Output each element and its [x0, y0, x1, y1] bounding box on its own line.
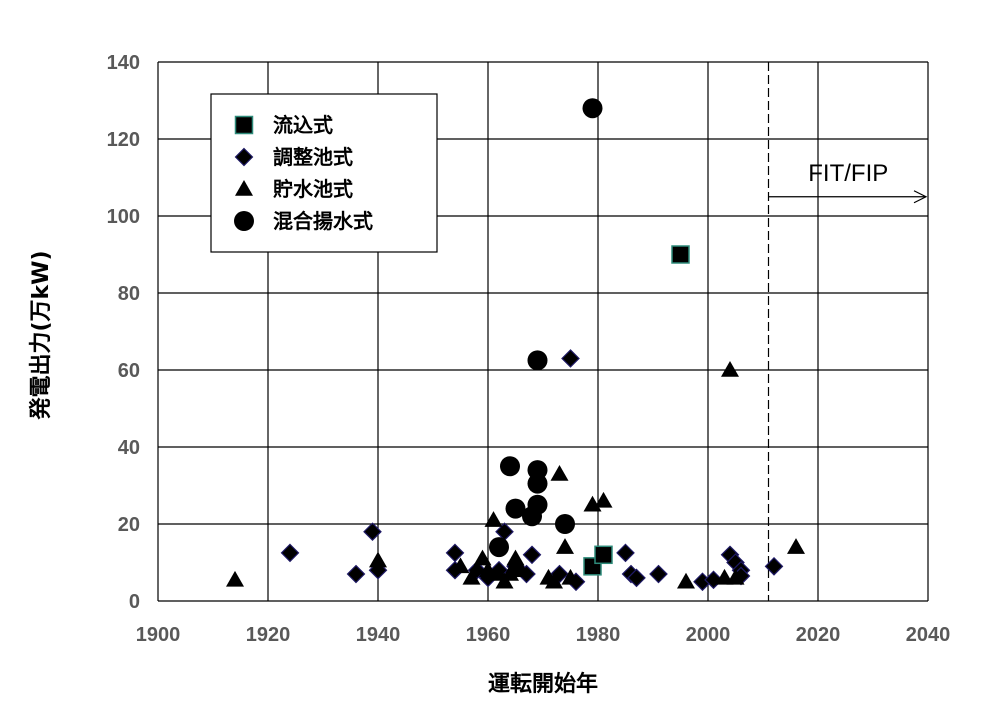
x-tick-labels: 1900 1920 1940 1960 1980 2000 2020 2040	[136, 624, 951, 646]
x-tick-label: 1980	[576, 624, 621, 646]
legend-marker-square	[234, 115, 254, 135]
data-point-triangle	[226, 570, 244, 587]
legend-marker-triangle	[235, 180, 253, 196]
data-point-triangle	[550, 464, 569, 481]
data-point-triangle	[484, 511, 503, 527]
y-tick-label: 100	[107, 206, 140, 228]
data-point-circle	[527, 473, 548, 494]
data-point-diamond	[561, 349, 580, 368]
data-point-diamond	[616, 543, 635, 563]
y-tick-label: 140	[107, 52, 140, 74]
data-point-square	[671, 245, 690, 264]
y-tick-label: 20	[118, 514, 140, 536]
data-point-triangle	[545, 572, 563, 589]
data-point-triangle	[561, 568, 580, 585]
fit-fip-arrowhead	[913, 190, 928, 204]
fit-fip-annotation: FIT/FIP	[767, 62, 928, 601]
data-point-triangle	[506, 549, 525, 566]
y-tick-label: 40	[118, 437, 140, 459]
data-point-circle	[527, 350, 548, 371]
data-point-square	[594, 545, 613, 565]
x-tick-label: 1900	[136, 624, 181, 646]
legend-marker-diamond	[234, 147, 254, 167]
y-tick-labels: 0 20 40 60 80 100 120 140	[107, 52, 140, 613]
legend-label: 流込式	[273, 113, 333, 137]
y-tick-label: 120	[107, 129, 140, 151]
data-point-triangle	[594, 491, 613, 508]
data-point-diamond	[280, 543, 300, 563]
fit-fip-label: FIT/FIP	[808, 160, 888, 187]
data-point-triangle	[721, 361, 739, 377]
legend-label: 混合揚水式	[273, 209, 373, 233]
data-point-triangle	[556, 538, 574, 554]
data-point-circle	[489, 537, 509, 558]
data-point-triangle	[369, 551, 387, 568]
x-axis-title: 運転開始年	[488, 671, 598, 697]
data-points	[226, 98, 805, 592]
data-point-triangle	[787, 538, 805, 554]
x-tick-label: 1960	[466, 624, 511, 646]
data-point-triangle	[677, 572, 695, 589]
data-point-circle	[522, 506, 542, 527]
data-point-triangle	[479, 561, 497, 577]
x-tick-label: 2040	[906, 624, 951, 646]
y-tick-label: 0	[129, 591, 140, 613]
data-point-triangle	[512, 561, 530, 577]
legend-label: 貯水池式	[273, 177, 353, 201]
data-point-diamond	[627, 568, 646, 588]
data-point-circle	[505, 498, 526, 519]
data-point-circle	[500, 456, 520, 477]
data-point-triangle	[462, 568, 481, 585]
y-tick-label: 80	[118, 283, 140, 305]
x-tick-label: 2020	[796, 624, 841, 646]
data-point-triangle	[473, 549, 492, 566]
data-point-diamond	[764, 557, 784, 576]
x-tick-label: 1940	[356, 624, 401, 646]
data-point-diamond	[346, 564, 366, 584]
y-axis-title: 発電出力(万kW)	[29, 250, 54, 420]
data-point-triangle	[451, 557, 470, 574]
data-point-diamond	[649, 564, 668, 584]
data-point-triangle	[726, 568, 745, 585]
x-tick-label: 2000	[686, 624, 731, 646]
data-point-diamond	[363, 522, 382, 542]
legend-marker-circle	[234, 211, 254, 231]
data-point-circle	[555, 514, 575, 534]
y-tick-label: 60	[118, 360, 140, 382]
x-tick-label: 1920	[246, 624, 291, 646]
grid-lines	[157, 61, 929, 602]
legend-label: 調整池式	[273, 145, 353, 169]
data-point-circle	[582, 98, 603, 119]
data-point-diamond	[522, 545, 542, 565]
